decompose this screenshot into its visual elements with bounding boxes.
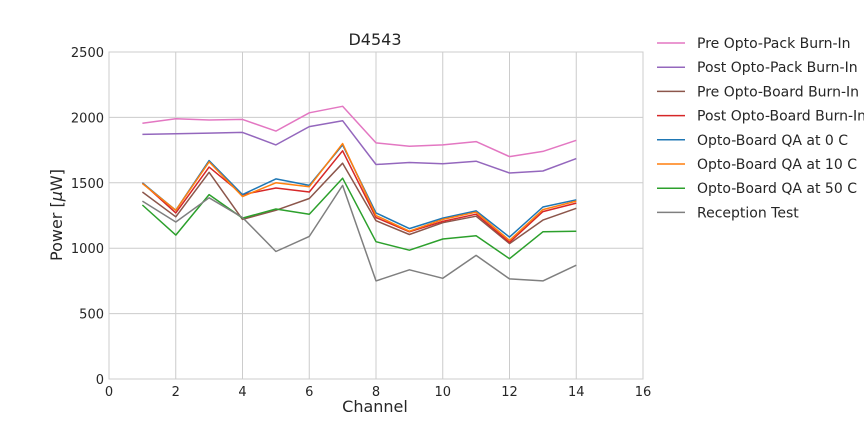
legend-label: Post Opto-Board Burn-In <box>697 109 864 125</box>
y-axis-label-mu: μ <box>47 191 66 202</box>
series-line-1 <box>142 119 577 174</box>
y-tick-label: 1500 <box>71 177 104 192</box>
legend-label: Reception Test <box>697 205 799 221</box>
series-line-5 <box>141 142 577 242</box>
series-line-6 <box>141 177 577 260</box>
y-tick-labels: 0 500 1000 1500 2000 2500 <box>71 46 104 388</box>
x-tick-label: 0 <box>105 385 113 400</box>
y-tick-label: 2500 <box>71 46 104 61</box>
x-axis-label: Channel <box>342 397 408 416</box>
legend: Pre Opto-Pack Burn-In Post Opto-Pack Burn… <box>657 36 864 221</box>
x-tick-label: 6 <box>305 385 313 400</box>
series-line-7 <box>142 184 577 282</box>
chart-title: D4543 <box>348 30 401 49</box>
legend-label: Pre Opto-Board Burn-In <box>697 84 859 100</box>
legend-label: Opto-Board QA at 0 C <box>697 133 848 149</box>
legend-label: Opto-Board QA at 10 C <box>697 157 857 173</box>
x-tick-label: 2 <box>172 385 180 400</box>
y-tick-label: 0 <box>96 373 104 388</box>
x-tick-label: 10 <box>434 385 451 400</box>
x-tick-labels: 0 2 4 6 8 10 12 14 16 <box>105 385 651 400</box>
y-tick-label: 1000 <box>71 242 104 257</box>
x-tick-label: 14 <box>568 385 585 400</box>
x-tick-label: 4 <box>238 385 246 400</box>
series-line-2 <box>141 162 577 245</box>
y-tick-label: 2000 <box>71 111 104 126</box>
legend-label: Post Opto-Pack Burn-In <box>697 60 858 76</box>
x-tick-label: 12 <box>501 385 518 400</box>
x-tick-label: 8 <box>372 385 380 400</box>
y-axis-label: Power [μW] <box>47 169 66 261</box>
legend-label: Opto-Board QA at 50 C <box>697 181 857 197</box>
series-line-3 <box>141 150 577 244</box>
y-tick-label: 500 <box>79 308 104 323</box>
series-line-0 <box>142 105 577 158</box>
series-layer <box>141 105 577 282</box>
plot-frame <box>108 51 644 380</box>
x-tick-label: 16 <box>635 385 652 400</box>
y-axis-label-prefix: Power [ <box>47 201 66 261</box>
y-axis-label-suffix: W] <box>47 169 66 191</box>
legend-label: Pre Opto-Pack Burn-In <box>697 36 851 52</box>
